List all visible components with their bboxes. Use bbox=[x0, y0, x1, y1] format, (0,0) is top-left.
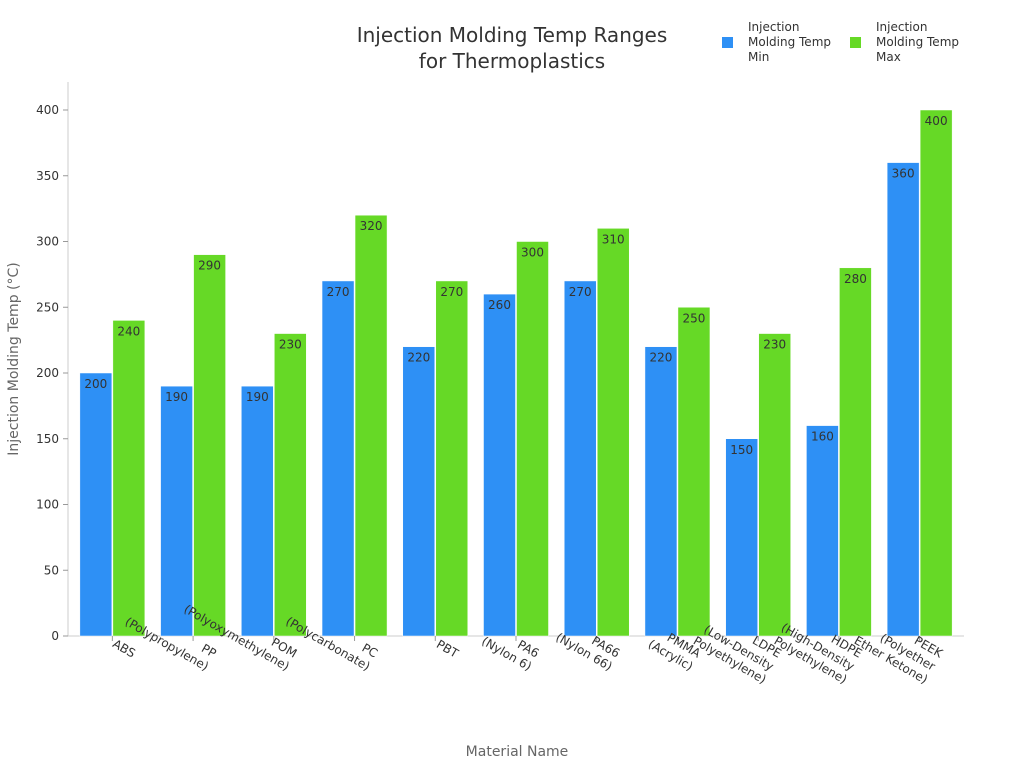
x-tick-label-text-4: PBT bbox=[434, 637, 461, 661]
data-label-max-7: 250 bbox=[683, 311, 706, 325]
bar-min-5 bbox=[483, 293, 516, 637]
y-axis-ticks: 0 50 100 150 200 250 300 350 400 bbox=[36, 103, 68, 643]
y-tick-label-400: 400 bbox=[36, 103, 59, 117]
bar-max-2 bbox=[274, 333, 307, 637]
data-label-min-10: 360 bbox=[892, 167, 915, 181]
bar-min-10 bbox=[886, 162, 920, 637]
data-label-max-9: 280 bbox=[844, 272, 867, 286]
data-label-max-2: 230 bbox=[279, 338, 302, 352]
bar-max-4 bbox=[435, 280, 469, 637]
bar-max-7 bbox=[677, 307, 711, 637]
bar-min-8 bbox=[725, 438, 758, 637]
legend-label-line-1-2: Max bbox=[876, 50, 901, 64]
legend-label-line-0-1: Molding Temp bbox=[748, 35, 831, 49]
y-tick-label-50: 50 bbox=[44, 563, 59, 577]
y-tick-label-200: 200 bbox=[36, 366, 59, 380]
bar-min-1 bbox=[160, 385, 193, 637]
data-label-max-0: 240 bbox=[117, 324, 140, 338]
bar-max-8 bbox=[758, 333, 791, 637]
legend-label-line-1-1: Molding Temp bbox=[876, 35, 959, 49]
bar-max-5 bbox=[516, 241, 549, 637]
legend-label-min: Injection Molding Temp Min bbox=[748, 20, 831, 64]
data-label-min-0: 200 bbox=[84, 377, 107, 391]
bar-max-1 bbox=[193, 254, 226, 637]
y-tick-label-100: 100 bbox=[36, 498, 59, 512]
chart-title-line-1: Injection Molding Temp Ranges bbox=[357, 23, 668, 47]
x-tick-label-line-3-0: PC bbox=[360, 641, 381, 661]
legend-label-line-0-0: Injection bbox=[748, 20, 799, 34]
data-label-min-7: 220 bbox=[650, 351, 673, 365]
bar-min-3 bbox=[321, 280, 355, 637]
data-label-max-3: 320 bbox=[360, 219, 383, 233]
bar-min-6 bbox=[563, 280, 597, 637]
bar-max-10 bbox=[919, 109, 953, 637]
bar-min-4 bbox=[402, 346, 436, 637]
data-label-max-10: 400 bbox=[925, 114, 948, 128]
x-tick-label-line-0-0: ABS bbox=[110, 637, 138, 661]
data-label-min-1: 190 bbox=[165, 390, 188, 404]
data-label-min-6: 270 bbox=[569, 285, 592, 299]
bar-min-7 bbox=[644, 346, 678, 637]
data-label-min-3: 270 bbox=[327, 285, 350, 299]
data-label-min-9: 160 bbox=[811, 430, 834, 444]
x-tick-label-0: ABS bbox=[110, 637, 138, 661]
bar-min-9 bbox=[806, 425, 839, 637]
bars: 200 240 190 290 190 230 270 320 220 270 260 300 270 3… bbox=[79, 109, 953, 637]
data-label-min-5: 260 bbox=[488, 298, 511, 312]
data-label-min-8: 150 bbox=[730, 443, 753, 457]
legend-label-max: Injection Molding Temp Max bbox=[876, 20, 959, 64]
data-label-max-4: 270 bbox=[440, 285, 463, 299]
chart-title-line-2: for Thermoplastics bbox=[419, 49, 605, 73]
y-tick-label-300: 300 bbox=[36, 235, 59, 249]
bar-max-6 bbox=[596, 228, 630, 637]
legend-swatch-min bbox=[722, 37, 733, 48]
y-axis-title: Injection Molding Temp (°C) bbox=[6, 262, 22, 455]
y-tick-label-350: 350 bbox=[36, 169, 59, 183]
x-tick-label-line-4-0: PBT bbox=[434, 637, 461, 661]
x-axis-title: Material Name bbox=[466, 744, 569, 760]
y-tick-label-150: 150 bbox=[36, 432, 59, 446]
bar-max-9 bbox=[839, 267, 872, 637]
x-tick-label-4: PBT bbox=[434, 637, 461, 661]
data-label-min-2: 190 bbox=[246, 390, 269, 404]
bar-min-2 bbox=[241, 385, 274, 637]
data-label-max-6: 310 bbox=[602, 232, 625, 246]
y-tick-label-250: 250 bbox=[36, 300, 59, 314]
legend-label-line-1-0: Injection bbox=[876, 20, 927, 34]
x-tick-label-line-1-0: PP bbox=[199, 641, 219, 660]
y-tick-label-0: 0 bbox=[51, 629, 59, 643]
bar-max-3 bbox=[354, 214, 388, 637]
bar-min-0 bbox=[79, 372, 113, 637]
bar-max-0 bbox=[112, 320, 146, 637]
x-tick-label-text-0: ABS bbox=[110, 637, 138, 661]
legend-swatch-max bbox=[850, 37, 861, 48]
legend-label-line-0-2: Min bbox=[748, 50, 769, 64]
data-label-max-8: 230 bbox=[763, 338, 786, 352]
data-label-max-1: 290 bbox=[198, 259, 221, 273]
data-label-max-5: 300 bbox=[521, 246, 544, 260]
data-label-min-4: 220 bbox=[407, 351, 430, 365]
chart-title: Injection Molding Temp Ranges for Thermo… bbox=[357, 23, 668, 73]
